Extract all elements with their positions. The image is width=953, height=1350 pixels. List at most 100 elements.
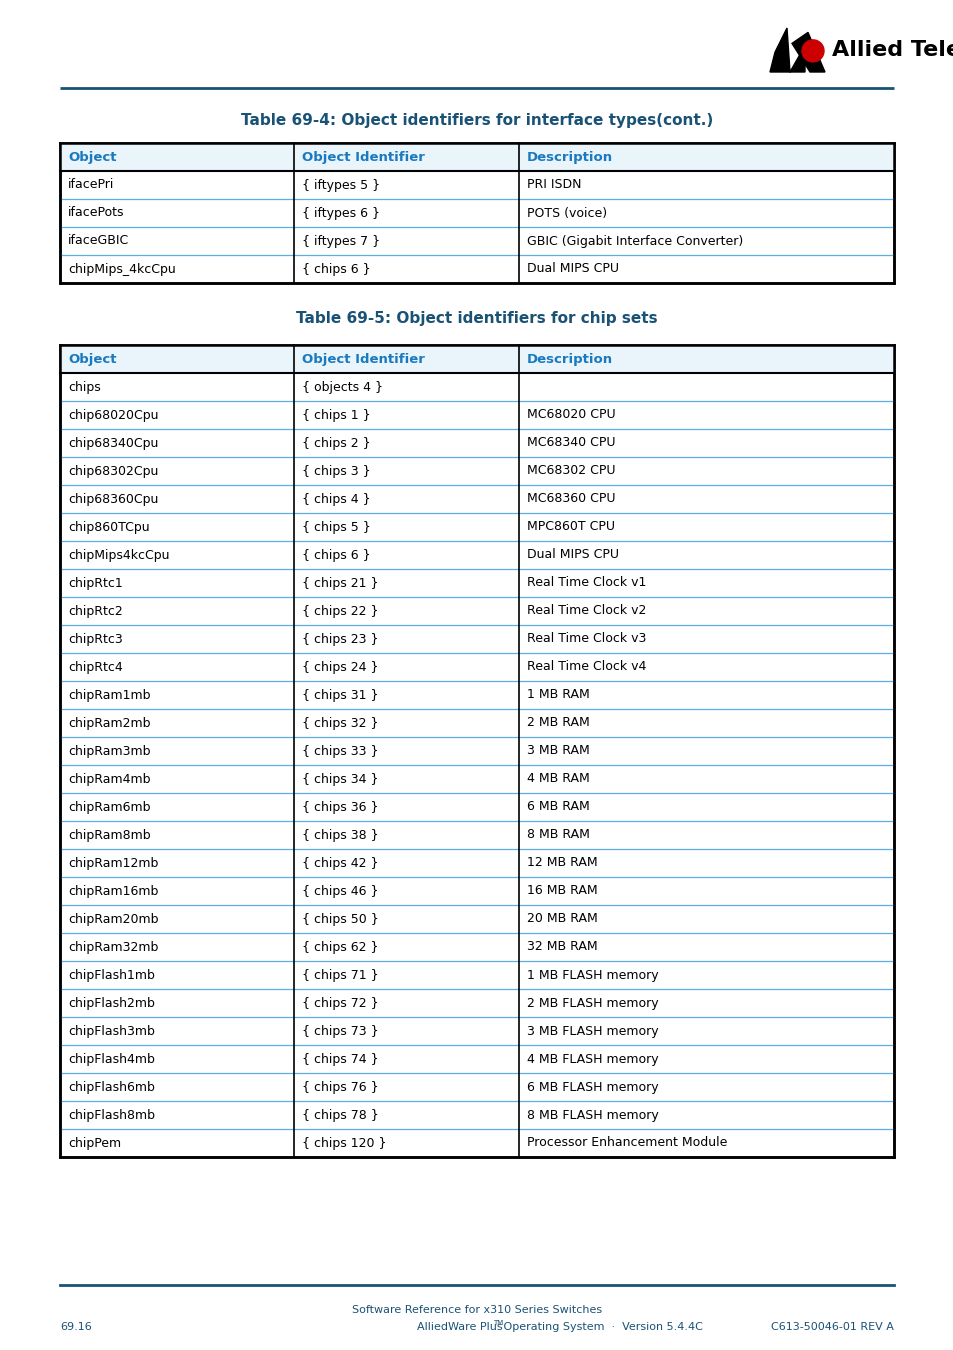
Text: 8 MB RAM: 8 MB RAM: [526, 829, 589, 841]
Text: ifacePri: ifacePri: [68, 178, 114, 192]
Text: Dual MIPS CPU: Dual MIPS CPU: [526, 548, 618, 562]
Text: ifacePots: ifacePots: [68, 207, 125, 220]
Text: { chips 4 }: { chips 4 }: [301, 493, 370, 505]
Text: { chips 23 }: { chips 23 }: [301, 633, 377, 645]
Text: { iftypes 5 }: { iftypes 5 }: [301, 178, 379, 192]
Text: 6 MB FLASH memory: 6 MB FLASH memory: [526, 1080, 658, 1094]
Text: 8 MB FLASH memory: 8 MB FLASH memory: [526, 1108, 658, 1122]
Text: chipRtc1: chipRtc1: [68, 576, 123, 590]
Text: GBIC (Gigabit Interface Converter): GBIC (Gigabit Interface Converter): [526, 235, 742, 247]
Circle shape: [801, 40, 823, 62]
Text: ifaceGBIC: ifaceGBIC: [68, 235, 129, 247]
Text: { chips 46 }: { chips 46 }: [301, 884, 377, 898]
Text: { iftypes 7 }: { iftypes 7 }: [301, 235, 379, 247]
Text: { chips 3 }: { chips 3 }: [301, 464, 370, 478]
Text: chipRam3mb: chipRam3mb: [68, 744, 151, 757]
Text: Real Time Clock v3: Real Time Clock v3: [526, 633, 645, 645]
Text: chipMips_4kcCpu: chipMips_4kcCpu: [68, 262, 175, 275]
Text: chipFlash2mb: chipFlash2mb: [68, 996, 154, 1010]
Text: chipRtc3: chipRtc3: [68, 633, 123, 645]
Text: 32 MB RAM: 32 MB RAM: [526, 941, 597, 953]
Text: MC68340 CPU: MC68340 CPU: [526, 436, 615, 450]
Text: chipRam4mb: chipRam4mb: [68, 772, 151, 786]
Text: { chips 74 }: { chips 74 }: [301, 1053, 377, 1065]
Text: { chips 120 }: { chips 120 }: [301, 1137, 386, 1149]
Text: Description: Description: [526, 352, 612, 366]
Text: 4 MB FLASH memory: 4 MB FLASH memory: [526, 1053, 658, 1065]
Text: Object: Object: [68, 352, 116, 366]
Polygon shape: [769, 28, 804, 72]
Text: Table 69-5: Object identifiers for chip sets: Table 69-5: Object identifiers for chip …: [295, 310, 658, 325]
Text: chipFlash6mb: chipFlash6mb: [68, 1080, 154, 1094]
Text: chip68302Cpu: chip68302Cpu: [68, 464, 158, 478]
Text: chipRam32mb: chipRam32mb: [68, 941, 158, 953]
Text: 69.16: 69.16: [60, 1322, 91, 1332]
Text: { chips 6 }: { chips 6 }: [301, 548, 370, 562]
Text: chip68340Cpu: chip68340Cpu: [68, 436, 158, 450]
Text: { chips 38 }: { chips 38 }: [301, 829, 377, 841]
Text: { chips 22 }: { chips 22 }: [301, 605, 377, 617]
Bar: [60, 143, 893, 171]
Text: { chips 76 }: { chips 76 }: [301, 1080, 377, 1094]
Text: POTS (voice): POTS (voice): [526, 207, 606, 220]
Text: { chips 71 }: { chips 71 }: [301, 968, 377, 981]
Text: { chips 2 }: { chips 2 }: [301, 436, 370, 450]
Text: Real Time Clock v4: Real Time Clock v4: [526, 660, 645, 674]
Text: 12 MB RAM: 12 MB RAM: [526, 856, 597, 869]
Text: chipRtc2: chipRtc2: [68, 605, 123, 617]
Text: chipFlash1mb: chipFlash1mb: [68, 968, 154, 981]
Text: 4 MB RAM: 4 MB RAM: [526, 772, 589, 786]
Text: TM: TM: [493, 1320, 503, 1326]
Text: chip68360Cpu: chip68360Cpu: [68, 493, 158, 505]
Text: chipMips4kcCpu: chipMips4kcCpu: [68, 548, 170, 562]
Text: { chips 5 }: { chips 5 }: [301, 521, 370, 533]
Text: { chips 36 }: { chips 36 }: [301, 801, 377, 814]
Text: { chips 24 }: { chips 24 }: [301, 660, 377, 674]
Polygon shape: [791, 32, 824, 72]
Text: Real Time Clock v1: Real Time Clock v1: [526, 576, 645, 590]
Text: { chips 31 }: { chips 31 }: [301, 688, 377, 702]
Text: { chips 33 }: { chips 33 }: [301, 744, 377, 757]
Text: Real Time Clock v2: Real Time Clock v2: [526, 605, 645, 617]
Bar: [60, 346, 893, 1157]
Text: { chips 32 }: { chips 32 }: [301, 717, 377, 729]
Text: 3 MB RAM: 3 MB RAM: [526, 744, 589, 757]
Text: 6 MB RAM: 6 MB RAM: [526, 801, 589, 814]
Text: { chips 34 }: { chips 34 }: [301, 772, 377, 786]
Text: { chips 73 }: { chips 73 }: [301, 1025, 377, 1038]
Text: { chips 21 }: { chips 21 }: [301, 576, 377, 590]
Text: Object: Object: [68, 150, 116, 163]
Text: Description: Description: [526, 150, 612, 163]
Text: chipFlash4mb: chipFlash4mb: [68, 1053, 154, 1065]
Text: 2 MB RAM: 2 MB RAM: [526, 717, 589, 729]
Text: chipRam20mb: chipRam20mb: [68, 913, 158, 926]
Text: chipRam12mb: chipRam12mb: [68, 856, 158, 869]
Text: PRI ISDN: PRI ISDN: [526, 178, 580, 192]
Text: { chips 78 }: { chips 78 }: [301, 1108, 378, 1122]
Text: 16 MB RAM: 16 MB RAM: [526, 884, 597, 898]
Bar: [60, 143, 893, 284]
Text: MC68360 CPU: MC68360 CPU: [526, 493, 615, 505]
Text: { iftypes 6 }: { iftypes 6 }: [301, 207, 379, 220]
Text: Software Reference for x310 Series Switches: Software Reference for x310 Series Switc…: [352, 1305, 601, 1315]
Text: chipRam6mb: chipRam6mb: [68, 801, 151, 814]
Text: AlliedWare Plus: AlliedWare Plus: [416, 1322, 502, 1332]
Text: chipRam2mb: chipRam2mb: [68, 717, 151, 729]
Text: chips: chips: [68, 381, 101, 393]
Text: Object Identifier: Object Identifier: [301, 150, 424, 163]
Text: Table 69-4: Object identifiers for interface types(cont.): Table 69-4: Object identifiers for inter…: [240, 113, 713, 128]
Text: { chips 6 }: { chips 6 }: [301, 262, 370, 275]
Text: { chips 72 }: { chips 72 }: [301, 996, 377, 1010]
Text: 3 MB FLASH memory: 3 MB FLASH memory: [526, 1025, 658, 1038]
Text: chipRam8mb: chipRam8mb: [68, 829, 151, 841]
Text: chip68020Cpu: chip68020Cpu: [68, 409, 158, 421]
Text: { chips 50 }: { chips 50 }: [301, 913, 378, 926]
Text: MPC860T CPU: MPC860T CPU: [526, 521, 614, 533]
Text: { chips 42 }: { chips 42 }: [301, 856, 377, 869]
Text: Dual MIPS CPU: Dual MIPS CPU: [526, 262, 618, 275]
Text: chipRam16mb: chipRam16mb: [68, 884, 158, 898]
Text: chipRam1mb: chipRam1mb: [68, 688, 151, 702]
Text: chipFlash3mb: chipFlash3mb: [68, 1025, 154, 1038]
Text: Object Identifier: Object Identifier: [301, 352, 424, 366]
Text: chip860TCpu: chip860TCpu: [68, 521, 150, 533]
